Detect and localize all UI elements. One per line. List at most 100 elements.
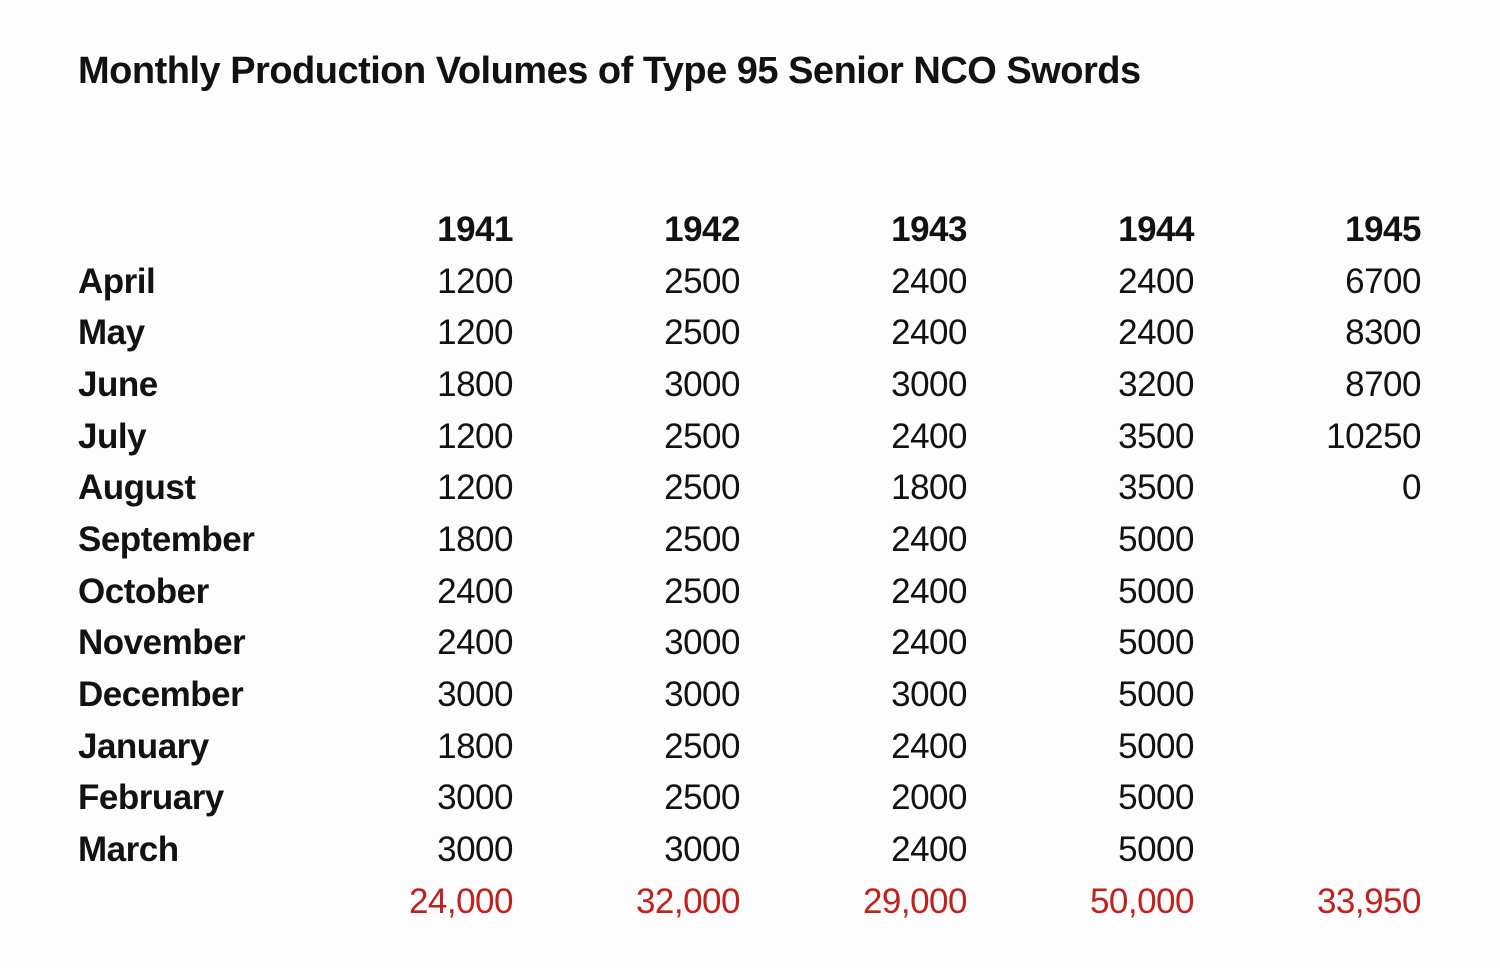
month-label: February xyxy=(78,778,224,818)
empty-total-label-cell xyxy=(78,876,286,928)
value-cell: 2400 xyxy=(891,313,967,353)
production-table: 1941 1942 1943 1944 1945 April 1200 2500… xyxy=(78,204,1422,928)
value-cell: 1200 xyxy=(437,261,513,301)
value-cell: 5000 xyxy=(1118,830,1194,870)
total-1944: 50,000 xyxy=(1089,881,1195,921)
table-row: March 3000 3000 2400 5000 xyxy=(78,824,1421,876)
month-label: August xyxy=(78,468,196,508)
month-label: July xyxy=(78,416,147,456)
value-cell: 2500 xyxy=(664,726,740,766)
table-row: September 1800 2500 2400 5000 xyxy=(78,514,1421,566)
page-title: Monthly Production Volumes of Type 95 Se… xyxy=(78,50,1141,92)
value-cell xyxy=(1194,824,1421,876)
value-cell: 2400 xyxy=(1118,261,1194,301)
table-row: January 1800 2500 2400 5000 xyxy=(78,721,1421,773)
value-cell: 10250 xyxy=(1326,416,1421,456)
value-cell: 6700 xyxy=(1345,261,1421,301)
value-cell: 2400 xyxy=(891,623,967,663)
total-1941: 24,000 xyxy=(408,881,514,921)
month-label: March xyxy=(78,830,179,870)
value-cell: 2400 xyxy=(1118,313,1194,353)
year-header-1943: 1943 xyxy=(891,209,967,249)
value-cell: 5000 xyxy=(1118,675,1194,715)
total-1943: 29,000 xyxy=(862,881,968,921)
month-label: June xyxy=(78,364,158,404)
value-cell: 1800 xyxy=(437,519,513,559)
empty-corner-cell xyxy=(78,204,286,256)
year-header-1942: 1942 xyxy=(664,209,740,249)
value-cell: 1200 xyxy=(437,468,513,508)
value-cell: 3000 xyxy=(437,675,513,715)
table-row: December 3000 3000 3000 5000 xyxy=(78,669,1421,721)
table-row: June 1800 3000 3000 3200 8700 xyxy=(78,359,1422,411)
value-cell: 1800 xyxy=(891,468,967,508)
totals-row: 24,000 32,000 29,000 50,000 33,950 xyxy=(78,876,1422,928)
month-label: May xyxy=(78,313,145,353)
value-cell: 0 xyxy=(1402,468,1421,508)
value-cell: 2500 xyxy=(664,519,740,559)
value-cell: 2400 xyxy=(891,416,967,456)
month-label: April xyxy=(78,261,156,301)
total-1945: 33,950 xyxy=(1316,881,1422,921)
value-cell: 3500 xyxy=(1118,416,1194,456)
value-cell xyxy=(1194,669,1421,721)
value-cell: 2400 xyxy=(437,623,513,663)
value-cell: 2400 xyxy=(891,519,967,559)
value-cell xyxy=(1194,514,1421,566)
value-cell: 3000 xyxy=(664,623,740,663)
value-cell: 1200 xyxy=(437,313,513,353)
value-cell: 3200 xyxy=(1118,364,1194,404)
value-cell: 3000 xyxy=(664,830,740,870)
month-label: January xyxy=(78,726,209,766)
month-label: December xyxy=(78,675,244,715)
table-row: October 2400 2500 2400 5000 xyxy=(78,566,1421,618)
value-cell: 5000 xyxy=(1118,571,1194,611)
value-cell xyxy=(1194,566,1421,618)
total-1942: 32,000 xyxy=(635,881,741,921)
value-cell: 3000 xyxy=(664,364,740,404)
value-cell: 8700 xyxy=(1345,364,1421,404)
table-row: February 3000 2500 2000 5000 xyxy=(78,773,1421,825)
value-cell: 3000 xyxy=(437,830,513,870)
value-cell: 3000 xyxy=(891,675,967,715)
value-cell: 2500 xyxy=(664,778,740,818)
value-cell: 2500 xyxy=(664,416,740,456)
value-cell: 1200 xyxy=(437,416,513,456)
value-cell: 5000 xyxy=(1118,519,1194,559)
value-cell xyxy=(1194,773,1421,825)
value-cell: 5000 xyxy=(1118,726,1194,766)
value-cell: 2000 xyxy=(891,778,967,818)
value-cell: 2400 xyxy=(891,261,967,301)
value-cell: 1800 xyxy=(437,364,513,404)
value-cell: 3000 xyxy=(437,778,513,818)
value-cell: 3000 xyxy=(664,675,740,715)
value-cell: 2500 xyxy=(664,468,740,508)
value-cell: 2400 xyxy=(437,571,513,611)
year-header-1944: 1944 xyxy=(1118,209,1194,249)
value-cell: 5000 xyxy=(1118,778,1194,818)
table-row: May 1200 2500 2400 2400 8300 xyxy=(78,307,1422,359)
value-cell: 2400 xyxy=(891,830,967,870)
value-cell: 2500 xyxy=(664,313,740,353)
value-cell: 3500 xyxy=(1118,468,1194,508)
table-row: July 1200 2500 2400 3500 10250 xyxy=(78,411,1422,463)
month-label: October xyxy=(78,571,209,611)
value-cell: 5000 xyxy=(1118,623,1194,663)
value-cell: 2400 xyxy=(891,571,967,611)
month-label: September xyxy=(78,519,255,559)
value-cell xyxy=(1194,618,1421,670)
value-cell: 2500 xyxy=(664,571,740,611)
value-cell: 8300 xyxy=(1345,313,1421,353)
value-cell xyxy=(1194,721,1421,773)
year-header-1941: 1941 xyxy=(437,209,513,249)
table-row: November 2400 3000 2400 5000 xyxy=(78,618,1421,670)
value-cell: 2400 xyxy=(891,726,967,766)
month-label: November xyxy=(78,623,246,663)
table-row: August 1200 2500 1800 3500 0 xyxy=(78,462,1422,514)
value-cell: 2500 xyxy=(664,261,740,301)
table-row: April 1200 2500 2400 2400 6700 xyxy=(78,256,1422,308)
year-header-1945: 1945 xyxy=(1345,209,1421,249)
year-header-row: 1941 1942 1943 1944 1945 xyxy=(78,204,1421,256)
value-cell: 1800 xyxy=(437,726,513,766)
